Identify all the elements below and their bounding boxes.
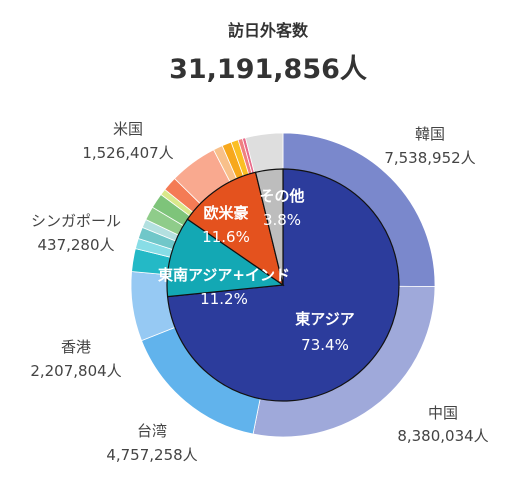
- inner-label-sea-india-pct: 11.2%: [200, 290, 248, 308]
- outer-label-usa-name: 米国: [113, 120, 143, 138]
- outer-label-hongkong-name: 香港: [61, 338, 91, 356]
- inner-slice-3: [254, 168, 284, 286]
- outer-label-taiwan-value: 4,757,258人: [106, 446, 197, 464]
- outer-label-taiwan-name: 台湾: [137, 422, 167, 440]
- inner-slice-1: [166, 218, 285, 298]
- chart-title: 訪日外客数: [228, 21, 309, 40]
- inner-ring: [166, 168, 400, 402]
- outer-label-china-value: 8,380,034人: [397, 427, 488, 445]
- inner-label-east-asia-pct: 73.4%: [301, 336, 349, 354]
- outer-label-singapore-name: シンガポール: [31, 212, 121, 230]
- chart-total: 31,191,856人: [169, 54, 367, 85]
- inner-label-other-name: その他: [259, 187, 304, 205]
- outer-label-korea-name: 韓国: [415, 125, 445, 143]
- outer-label-usa-value: 1,526,407人: [82, 144, 173, 162]
- inner-label-western-pct: 11.6%: [202, 228, 250, 246]
- inner-slice-2: [186, 171, 284, 287]
- outer-label-hongkong-value: 2,207,804人: [30, 362, 121, 380]
- outer-label-korea-value: 7,538,952人: [384, 149, 475, 167]
- inner-label-sea-india-name: 東南アジア+インド: [158, 266, 290, 284]
- outer-label-china-name: 中国: [428, 404, 458, 422]
- inner-label-east-asia-name: 東アジア: [295, 310, 354, 328]
- inner-label-western-name: 欧米豪: [203, 204, 248, 222]
- outer-label-singapore-value: 437,280人: [37, 236, 114, 254]
- inner-label-other-pct: 3.8%: [263, 211, 301, 229]
